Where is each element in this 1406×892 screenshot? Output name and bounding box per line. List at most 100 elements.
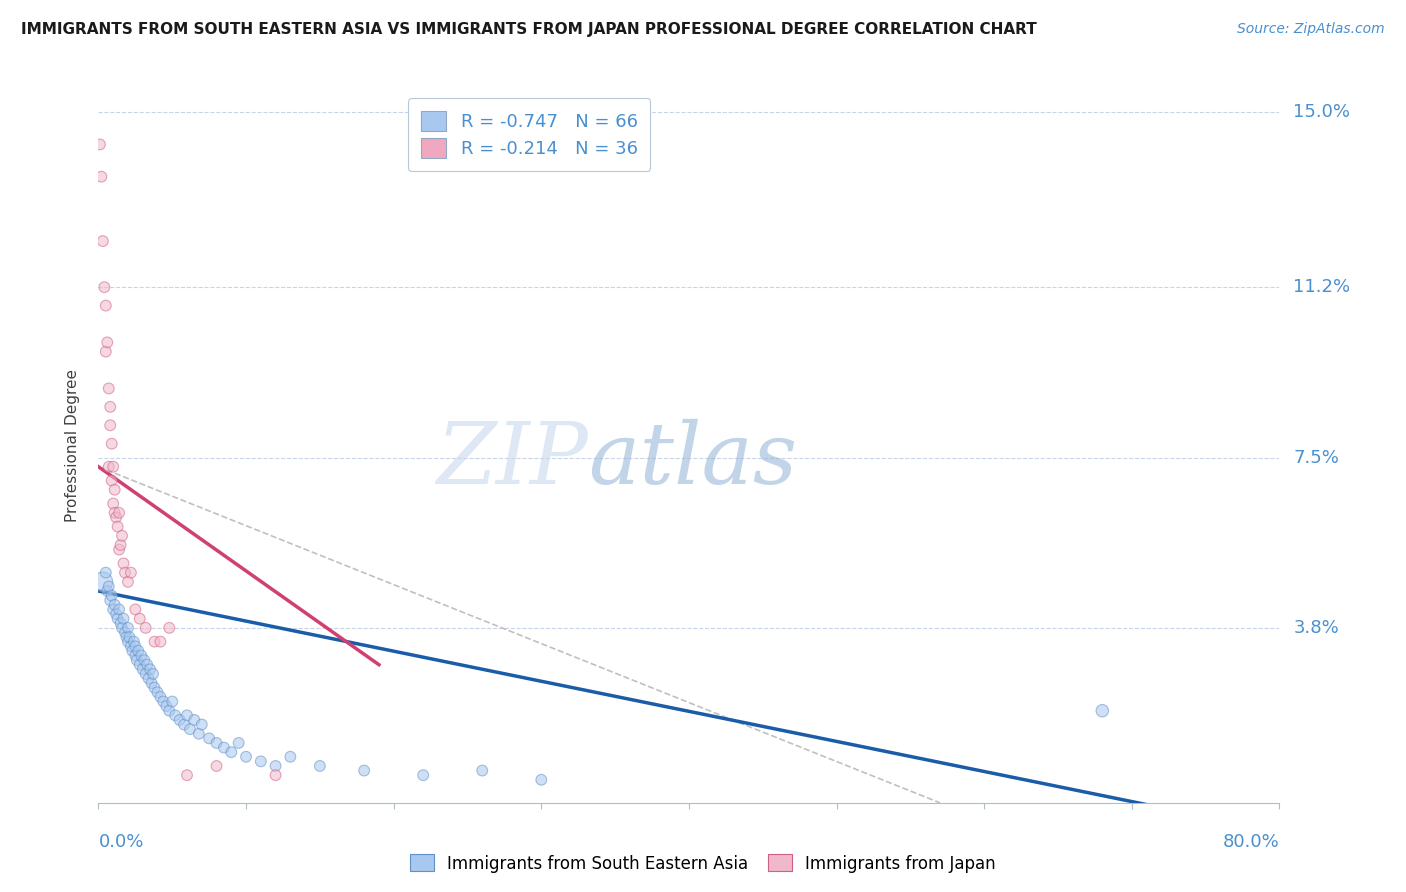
Point	[103, 602, 125, 616]
Point	[250, 755, 273, 769]
Point	[176, 768, 198, 782]
Point	[135, 666, 157, 681]
Point	[91, 574, 114, 589]
Point	[105, 607, 128, 621]
Point	[176, 708, 198, 723]
Point	[191, 717, 214, 731]
Point	[212, 740, 235, 755]
Point	[471, 764, 494, 778]
Point	[108, 602, 131, 616]
Point	[187, 727, 209, 741]
Point	[149, 634, 172, 648]
Text: ZIP: ZIP	[437, 419, 589, 501]
Point	[104, 506, 127, 520]
Point	[103, 459, 125, 474]
Point	[173, 717, 195, 731]
Point	[90, 169, 112, 184]
Point	[98, 400, 121, 414]
Point	[94, 566, 117, 580]
Point	[136, 657, 159, 672]
Point	[124, 640, 146, 654]
Point	[235, 749, 257, 764]
Point	[143, 681, 166, 695]
Point	[108, 542, 131, 557]
Point	[309, 759, 332, 773]
Point	[103, 497, 125, 511]
Text: 80.0%: 80.0%	[1223, 833, 1279, 851]
Point	[142, 666, 165, 681]
Point	[91, 234, 114, 248]
Point	[155, 699, 177, 714]
Point	[162, 694, 183, 708]
Point	[104, 483, 127, 497]
Point	[108, 506, 131, 520]
Point	[128, 612, 150, 626]
Point	[183, 713, 205, 727]
Text: Source: ZipAtlas.com: Source: ZipAtlas.com	[1237, 22, 1385, 37]
Point	[219, 745, 242, 759]
Point	[100, 589, 122, 603]
Point	[112, 612, 135, 626]
Text: 7.5%: 7.5%	[1294, 449, 1340, 467]
Point	[98, 593, 121, 607]
Text: 0.0%: 0.0%	[98, 833, 143, 851]
Point	[98, 418, 121, 433]
Point	[105, 510, 128, 524]
Legend: Immigrants from South Eastern Asia, Immigrants from Japan: Immigrants from South Eastern Asia, Immi…	[404, 847, 1002, 880]
Point	[97, 579, 120, 593]
Point	[96, 335, 118, 350]
Point	[149, 690, 172, 704]
Point	[94, 299, 117, 313]
Point	[152, 694, 174, 708]
Text: atlas: atlas	[589, 419, 797, 501]
Point	[112, 557, 135, 571]
Text: 3.8%: 3.8%	[1294, 619, 1339, 637]
Point	[127, 644, 149, 658]
Point	[117, 621, 139, 635]
Legend: R = -0.747   N = 66, R = -0.214   N = 36: R = -0.747 N = 66, R = -0.214 N = 36	[409, 98, 651, 170]
Point	[128, 657, 150, 672]
Point	[205, 759, 228, 773]
Text: 11.2%: 11.2%	[1294, 278, 1351, 296]
Point	[97, 459, 120, 474]
Point	[412, 768, 434, 782]
Point	[1091, 704, 1114, 718]
Point	[120, 566, 142, 580]
Point	[114, 566, 136, 580]
Point	[165, 708, 187, 723]
Point	[157, 621, 180, 635]
Point	[129, 648, 152, 663]
Y-axis label: Professional Degree: Professional Degree	[65, 369, 80, 523]
Point	[138, 672, 160, 686]
Point	[205, 736, 228, 750]
Point	[264, 768, 287, 782]
Point	[94, 344, 117, 359]
Point	[135, 621, 157, 635]
Point	[97, 381, 120, 395]
Point	[124, 648, 146, 663]
Point	[100, 474, 122, 488]
Point	[169, 713, 191, 727]
Point	[125, 653, 148, 667]
Point	[139, 662, 162, 676]
Point	[107, 612, 129, 626]
Point	[121, 644, 143, 658]
Point	[157, 704, 180, 718]
Point	[114, 625, 136, 640]
Text: 15.0%: 15.0%	[1294, 103, 1350, 121]
Point	[110, 616, 132, 631]
Point	[353, 764, 375, 778]
Point	[264, 759, 287, 773]
Point	[278, 749, 302, 764]
Point	[107, 519, 129, 533]
Point	[93, 280, 115, 294]
Text: IMMIGRANTS FROM SOUTH EASTERN ASIA VS IMMIGRANTS FROM JAPAN PROFESSIONAL DEGREE : IMMIGRANTS FROM SOUTH EASTERN ASIA VS IM…	[21, 22, 1036, 37]
Point	[122, 634, 145, 648]
Point	[115, 630, 138, 644]
Point	[179, 722, 201, 736]
Point	[228, 736, 250, 750]
Point	[120, 640, 142, 654]
Point	[104, 598, 127, 612]
Point	[143, 634, 166, 648]
Point	[141, 676, 163, 690]
